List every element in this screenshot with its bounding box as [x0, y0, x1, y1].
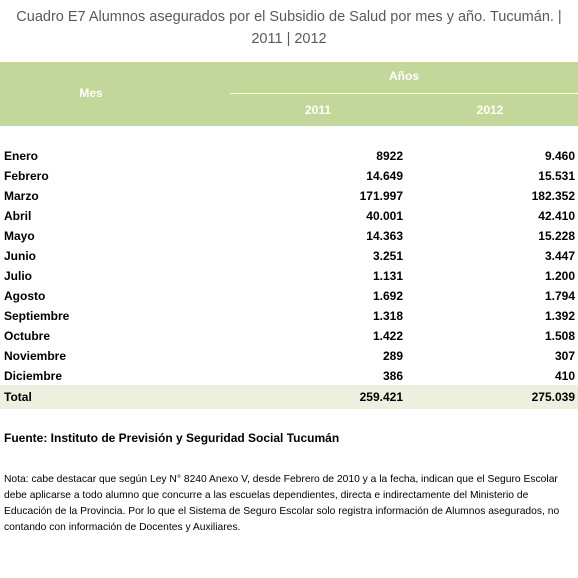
cell-value: 1.200	[544, 269, 575, 283]
cell-value: 1.131	[372, 269, 403, 283]
cell-value: 1.794	[544, 289, 575, 303]
row-label: Octubre	[4, 329, 51, 343]
header-group: Años	[389, 69, 419, 83]
cell-value: 42.410	[538, 209, 575, 223]
cell-value: 14.649	[366, 169, 403, 183]
cell-value: 171.997	[359, 189, 403, 203]
row-label: Abril	[4, 209, 32, 223]
row-label: Marzo	[4, 189, 39, 203]
row-label: Septiembre	[4, 309, 70, 323]
row-label: Mayo	[4, 229, 35, 243]
cell-value: 3.251	[372, 249, 403, 263]
header-divider	[230, 93, 578, 94]
note: Nota: cabe destacar que según Ley N° 824…	[4, 474, 560, 533]
row-label: Junio	[4, 249, 36, 263]
cell-value: 410	[554, 369, 575, 383]
row-label: Agosto	[4, 289, 46, 303]
cell-value: 1.422	[372, 329, 403, 343]
total-row	[0, 385, 578, 409]
header-year: 2012	[476, 103, 504, 117]
cell-value: 8922	[376, 149, 403, 163]
cell-value: 259.421	[359, 390, 403, 404]
cell-value: 1.692	[372, 289, 403, 303]
table-header: Mes Años 2011 2012	[0, 62, 578, 126]
row-label: Julio	[4, 269, 33, 283]
header-year: 2011	[304, 103, 332, 117]
cell-value: 307	[554, 349, 575, 363]
cell-value: 1.508	[544, 329, 575, 343]
cell-value: 9.460	[544, 149, 575, 163]
header-mes: Mes	[79, 86, 103, 100]
cell-value: 15.531	[538, 169, 575, 183]
cell-value: 289	[382, 349, 403, 363]
cell-value: 3.447	[544, 249, 575, 263]
title: Cuadro E7 Alumnos asegurados por el Subs…	[16, 9, 562, 47]
cell-value: 182.352	[531, 189, 575, 203]
cell-value: 386	[382, 369, 403, 383]
source: Fuente: Instituto de Previsión y Segurid…	[4, 431, 340, 445]
row-label: Febrero	[4, 169, 49, 183]
cell-value: 1.392	[544, 309, 575, 323]
row-label: Total	[4, 390, 32, 404]
cell-value: 15.228	[538, 229, 575, 243]
row-label: Enero	[4, 149, 39, 163]
cell-value: 40.001	[366, 209, 403, 223]
cell-value: 14.363	[366, 229, 403, 243]
cell-value: 1.318	[372, 309, 403, 323]
row-label: Diciembre	[4, 369, 63, 383]
cell-value: 275.039	[531, 390, 575, 404]
row-label: Noviembre	[4, 349, 67, 363]
